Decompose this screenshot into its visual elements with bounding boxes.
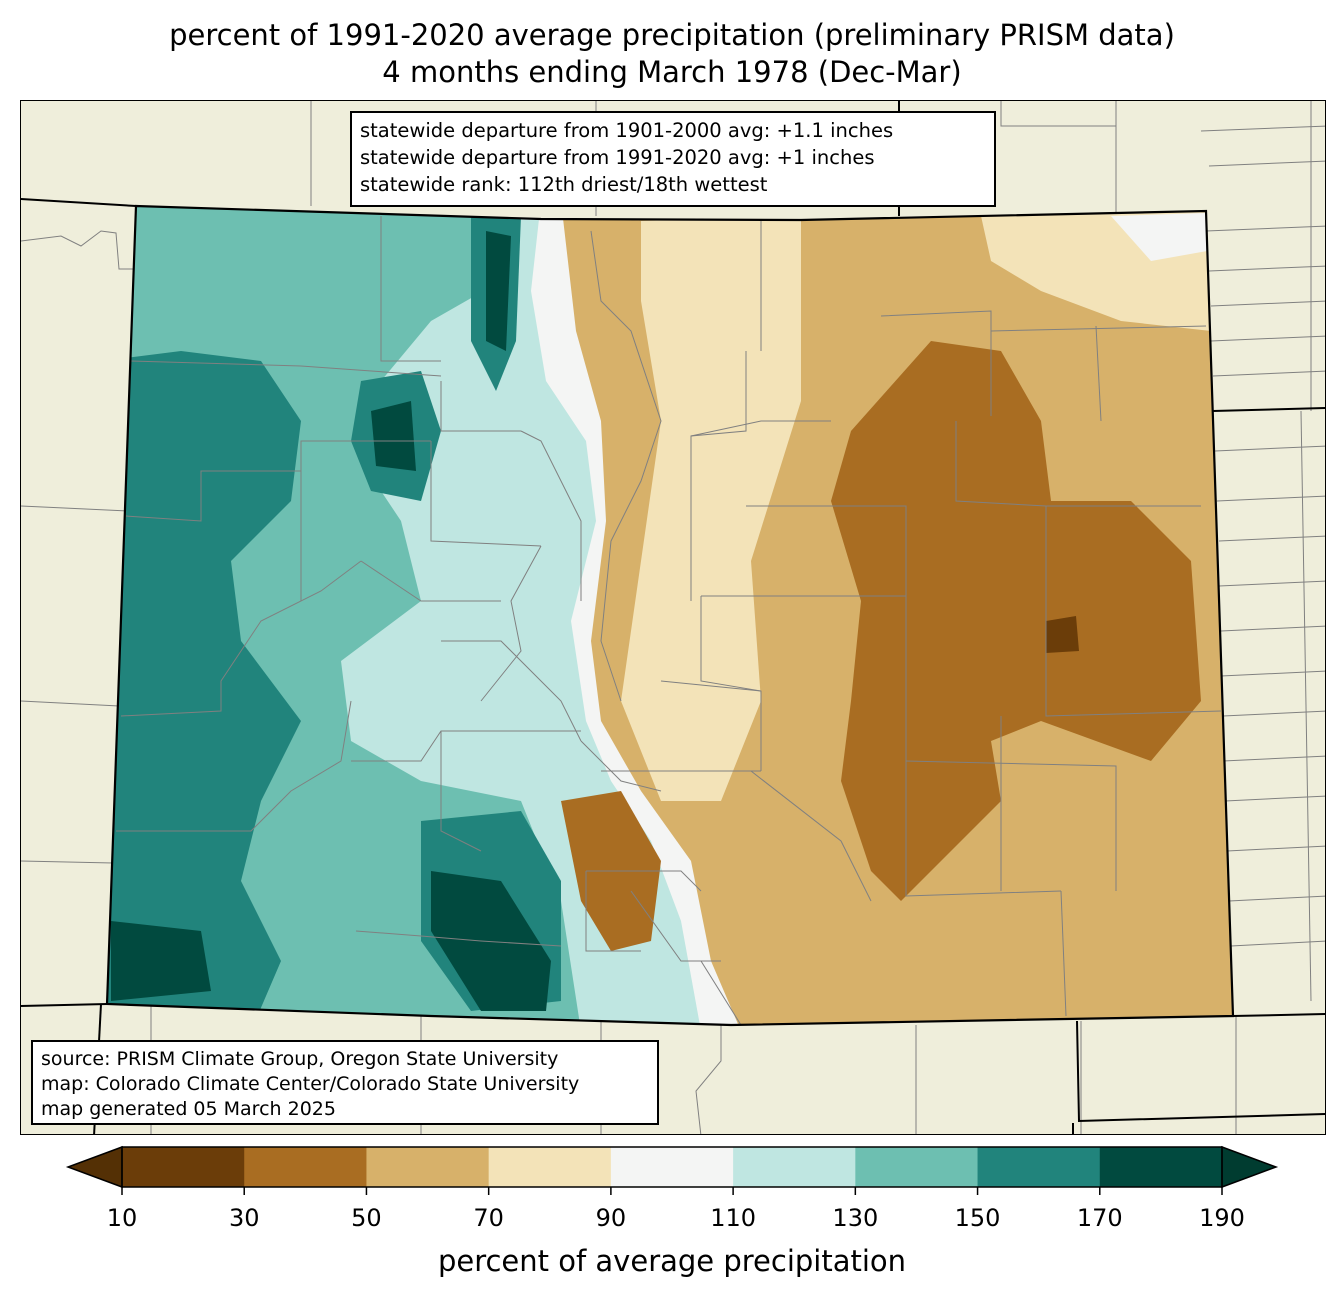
colorbar-tick-label: 150	[954, 1204, 1001, 1232]
zone-170-west	[107, 351, 301, 1025]
colorbar-label: percent of average precipitation	[437, 1244, 907, 1278]
stats-box: statewide departure from 1901-2000 avg: …	[350, 111, 996, 207]
zone-190-sw	[111, 921, 211, 1001]
colorbar-segment	[122, 1147, 245, 1187]
zone-70-frontrange	[621, 216, 801, 801]
stats-line-2: statewide departure from 1991-2020 avg: …	[360, 146, 875, 169]
colorbar-outline	[121, 1146, 1223, 1188]
precipitation-map	[21, 101, 1325, 1134]
zone-30-east	[1046, 616, 1079, 653]
colorbar-tick-label: 10	[106, 1204, 138, 1232]
colorbar-tick-label: 170	[1076, 1204, 1123, 1232]
map-subtitle: 4 months ending March 1978 (Dec-Mar)	[382, 55, 962, 89]
colorbar-tick-marks	[121, 1187, 1223, 1195]
colorbar-tick-label: 190	[1199, 1204, 1245, 1232]
precipitation-field	[107, 206, 1233, 1025]
source-line-1: source: PRISM Climate Group, Oregon Stat…	[41, 1048, 559, 1070]
zone-190-north	[371, 401, 416, 471]
colorbar-segment	[855, 1147, 979, 1187]
colorbar-segment	[1099, 1147, 1223, 1187]
colorbar-over-arrow	[1221, 1145, 1279, 1189]
zone-90-ne	[1111, 213, 1207, 261]
source-box: source: PRISM Climate Group, Oregon Stat…	[31, 1040, 659, 1125]
colorbar-tick-label: 130	[832, 1204, 879, 1232]
stats-line-1: statewide departure from 1901-2000 avg: …	[360, 119, 894, 142]
source-line-2: map: Colorado Climate Center/Colorado St…	[41, 1073, 580, 1095]
stats-line-3: statewide rank: 112th driest/18th wettes…	[360, 173, 768, 196]
colorbar-segment	[977, 1147, 1101, 1187]
colorbar-segment	[366, 1147, 490, 1187]
colorado-border	[105, 204, 1235, 1027]
colorbar-tick-label: 30	[228, 1204, 260, 1232]
colorbar-tick-label: 110	[710, 1204, 757, 1232]
colorbar-segment	[733, 1147, 856, 1187]
zone-190-sanjuan	[431, 871, 551, 1011]
map-frame	[20, 100, 1326, 1135]
map-title: percent of 1991-2020 average precipitati…	[169, 18, 1175, 52]
colorbar-segments	[122, 1147, 1223, 1187]
colorbar	[65, 1145, 1279, 1195]
colorbar-segment	[488, 1147, 612, 1187]
source-line-3: map generated 05 March 2025	[41, 1098, 336, 1120]
colorbar-segment	[610, 1147, 734, 1187]
zone-190-parkrange	[486, 231, 511, 351]
colorbar-under-arrow	[65, 1145, 123, 1189]
colorado-county-lines	[116, 216, 1222, 1025]
colorbar-segment	[244, 1147, 367, 1187]
colorbar-tick-label: 70	[473, 1204, 504, 1232]
colorbar-tick-label: 90	[595, 1204, 627, 1232]
colorbar-tick-label: 50	[351, 1204, 382, 1232]
